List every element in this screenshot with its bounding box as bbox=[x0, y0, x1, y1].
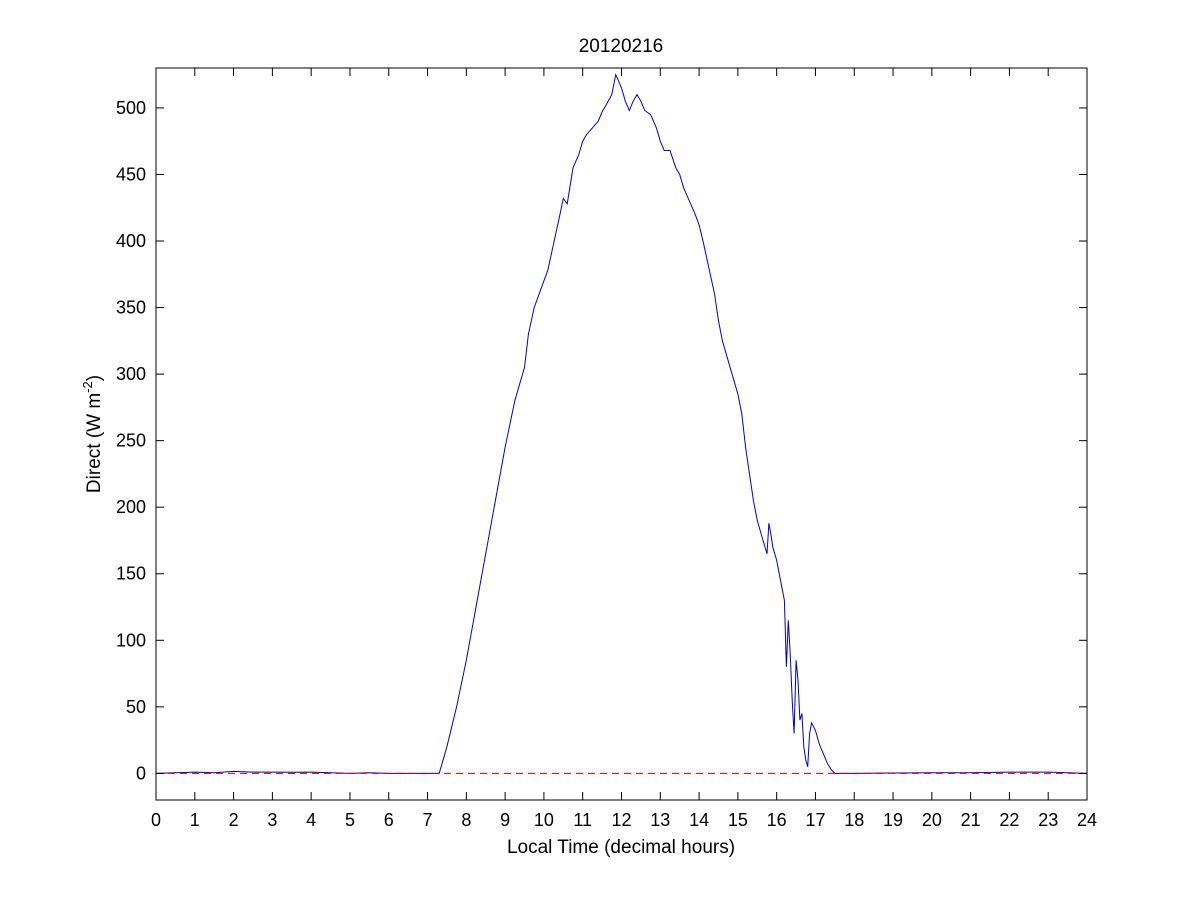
x-tick-labels: 0 1 2 3 4 5 6 7 8 9 10 11 12 13 14 15 16 17 18 19 20 21 22 23 24 bbox=[151, 810, 1097, 830]
x-tick-label: 17 bbox=[805, 810, 825, 830]
x-tick-label: 5 bbox=[345, 810, 355, 830]
y-tick-label: 500 bbox=[116, 98, 146, 118]
x-tick-label: 15 bbox=[728, 810, 748, 830]
x-tick-label: 2 bbox=[229, 810, 239, 830]
x-tick-label: 7 bbox=[423, 810, 433, 830]
x-tick-label: 22 bbox=[999, 810, 1019, 830]
x-tick-label: 14 bbox=[689, 810, 709, 830]
y-tick-label: 350 bbox=[116, 298, 146, 318]
x-tick-label: 20 bbox=[922, 810, 942, 830]
y-tick-label: 100 bbox=[116, 630, 146, 650]
y-tick-label: 400 bbox=[116, 231, 146, 251]
x-tick-label: 4 bbox=[306, 810, 316, 830]
direct-irradiance-line bbox=[155, 73, 1088, 774]
x-tick-label: 21 bbox=[961, 810, 981, 830]
chart-title: 20120216 bbox=[579, 36, 664, 57]
y-tick-labels: 0 50 100 150 200 250 300 350 400 450 500 bbox=[116, 98, 146, 783]
y-axis-label-main: Direct (W m bbox=[84, 393, 105, 493]
x-tick-label: 16 bbox=[767, 810, 787, 830]
x-tick-label: 13 bbox=[650, 810, 670, 830]
x-axis-label: Local Time (decimal hours) bbox=[507, 837, 735, 858]
y-tick-label: 150 bbox=[116, 564, 146, 584]
y-tick-label: 300 bbox=[116, 364, 146, 384]
plot-frame bbox=[155, 67, 1088, 801]
x-tick-label: 12 bbox=[611, 810, 631, 830]
y-axis-label-superscript: -2 bbox=[80, 381, 95, 393]
x-tick-label: 23 bbox=[1038, 810, 1058, 830]
x-tick-label: 24 bbox=[1077, 810, 1097, 830]
y-tick-label: 0 bbox=[136, 763, 146, 783]
x-tick-label: 3 bbox=[267, 810, 277, 830]
ticks-layer bbox=[155, 68, 1088, 800]
y-tick-label: 200 bbox=[116, 497, 146, 517]
x-tick-label: 9 bbox=[500, 810, 510, 830]
y-tick-label: 250 bbox=[116, 431, 146, 451]
y-tick-label: 50 bbox=[126, 697, 146, 717]
x-tick-label: 11 bbox=[573, 810, 592, 830]
x-tick-label: 19 bbox=[883, 810, 903, 830]
x-tick-label: 6 bbox=[384, 810, 394, 830]
y-tick-label: 450 bbox=[116, 164, 146, 184]
x-tick-label: 10 bbox=[534, 810, 554, 830]
x-tick-label: 0 bbox=[151, 810, 161, 830]
y-axis-label: Direct (W m-2) bbox=[80, 375, 105, 493]
x-tick-label: 1 bbox=[190, 810, 200, 830]
x-tick-label: 18 bbox=[844, 810, 864, 830]
y-axis-label-close: ) bbox=[84, 375, 105, 381]
x-tick-label: 8 bbox=[461, 810, 471, 830]
series-layer bbox=[155, 73, 1088, 774]
